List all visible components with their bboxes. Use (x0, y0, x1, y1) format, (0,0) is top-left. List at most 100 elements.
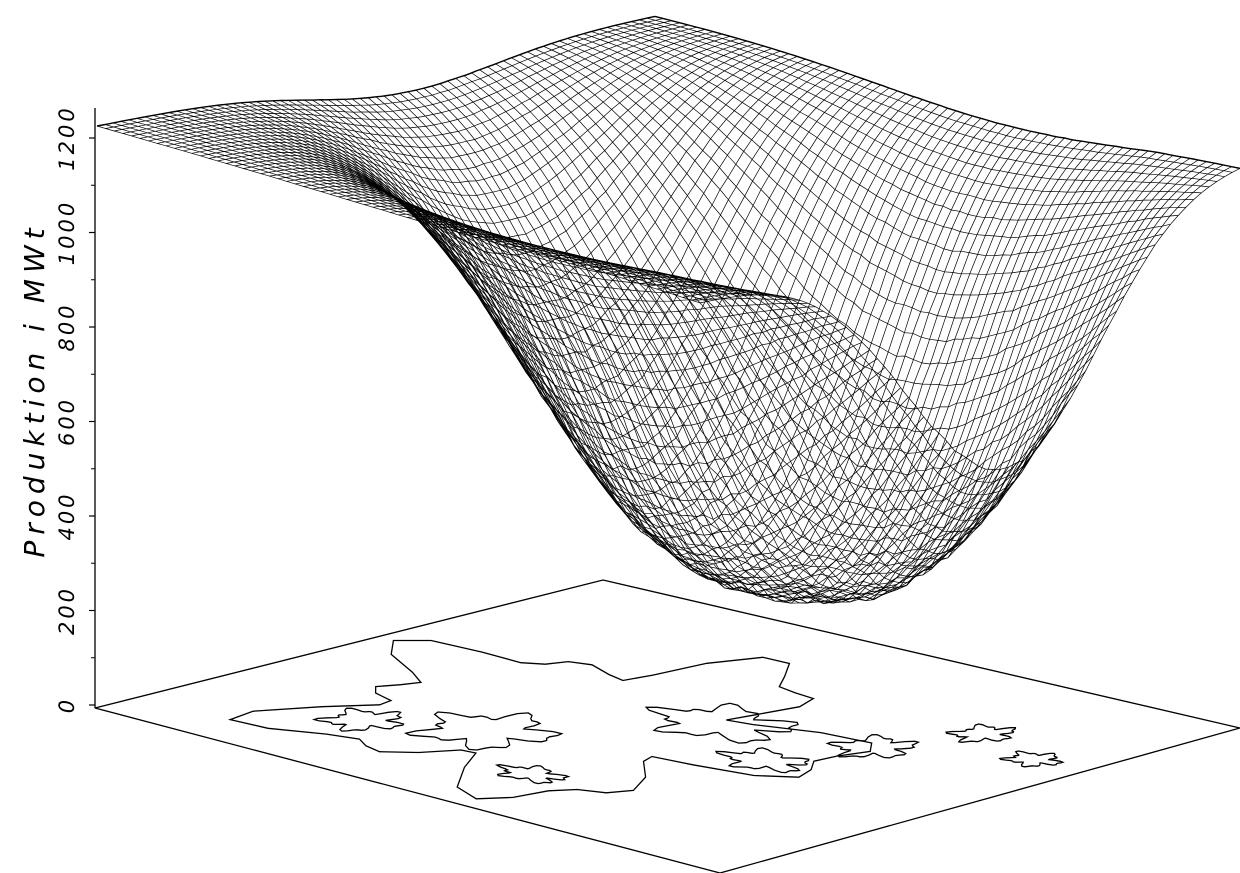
mesh-line-v (493, 132, 1040, 599)
mesh-line-v (148, 29, 706, 148)
mesh-line-v (432, 118, 982, 580)
base-contours (227, 639, 1065, 800)
mesh-line-u (495, 63, 1086, 493)
mesh-line-v (501, 134, 1049, 602)
base-contour-lake (403, 711, 564, 751)
mesh-line-v (553, 143, 1099, 603)
mesh-line-u (471, 72, 1063, 542)
z-tick-label: 800 (55, 302, 79, 351)
mesh-line-u (343, 99, 940, 578)
base-contour-island (644, 702, 799, 744)
base-contour-island (714, 747, 810, 774)
z-tick-label: 200 (55, 586, 79, 635)
mesh-line-u (543, 45, 1133, 365)
mesh-line-v (691, 166, 1232, 483)
mesh-line-u (623, 23, 1210, 188)
mesh-line-u (575, 35, 1163, 275)
mesh-line-v (381, 102, 932, 539)
mesh-line-u (615, 25, 1202, 194)
base-contour-island (494, 764, 571, 785)
base-contour-island (998, 750, 1065, 768)
mesh-line-v (682, 164, 1224, 496)
surface-edge-right (654, 15, 1240, 170)
mesh-line-u (519, 54, 1110, 433)
mesh-line-u (487, 66, 1079, 513)
mesh-line-v (665, 161, 1207, 521)
mesh-line-u (583, 33, 1171, 257)
mesh-line-u (439, 83, 1033, 586)
mesh-line-v (467, 127, 1015, 594)
mesh-line-u (351, 98, 948, 586)
mesh-line-v (570, 145, 1115, 601)
base-contour-island (945, 723, 1017, 743)
mesh-line-v (587, 148, 1132, 591)
mesh-line-v (527, 139, 1074, 605)
mesh-line-v (648, 158, 1191, 542)
mesh-line-v (363, 96, 915, 519)
mesh-line-u (463, 75, 1056, 556)
mesh-line-v (656, 159, 1199, 532)
mesh-line-u (631, 21, 1217, 182)
mesh-line-v (157, 31, 714, 159)
mesh-line-u (591, 31, 1179, 239)
mesh-line-v (475, 129, 1023, 595)
mesh-line-u (455, 78, 1048, 567)
mesh-line-v (699, 168, 1240, 470)
mesh-line-u (407, 91, 1002, 603)
mesh-line-v (140, 26, 697, 139)
mesh-line-v (613, 152, 1157, 577)
mesh-line-v (329, 84, 881, 471)
z-tick-label: 400 (55, 491, 79, 540)
base-contour-main (227, 639, 873, 800)
mesh-line-u (551, 43, 1140, 342)
mesh-line-v (458, 124, 1007, 592)
z-tick-label: 600 (55, 397, 79, 446)
z-axis-ticks: 0 200 400 600 800 1000 1200 (55, 105, 95, 713)
z-tick-label: 1200 (55, 105, 79, 170)
surface-outline (96, 15, 1240, 170)
mesh-line-v (252, 58, 806, 322)
mesh-line-u (639, 19, 1225, 178)
z-tick-label: 1000 (55, 200, 79, 265)
mesh-line-v (536, 140, 1082, 603)
base-contour-island (825, 733, 921, 759)
mesh-line-u (535, 48, 1125, 387)
mesh-line-v (519, 137, 1065, 604)
mesh-line-v (441, 120, 990, 584)
mesh-line-v (269, 64, 823, 357)
surface-mesh (96, 16, 1240, 605)
mesh-line-u (144, 116, 747, 296)
mesh-line-v (596, 149, 1140, 588)
mesh-line-u (646, 17, 1233, 173)
mesh-line-v (234, 53, 789, 288)
mesh-line-u (503, 60, 1094, 476)
z-tick-label: 0 (55, 697, 79, 713)
mesh-line-u (391, 94, 986, 604)
surface-edge-back (96, 15, 656, 127)
mesh-line-v (544, 142, 1090, 604)
y-axis-label: Produktion i MWt (18, 222, 51, 557)
mesh-line-v (562, 144, 1107, 603)
mesh-line-v (96, 16, 656, 127)
mesh-line-u (567, 38, 1156, 296)
mesh-line-u (607, 27, 1194, 206)
mesh-line-u (431, 85, 1025, 593)
mesh-line-v (579, 147, 1124, 596)
mesh-line-u (559, 40, 1148, 319)
mesh-line-u (383, 95, 978, 604)
base-plane (94, 579, 1240, 873)
mesh-line-v (639, 156, 1182, 554)
mesh-line-u (312, 99, 909, 536)
mesh-line-u (511, 57, 1102, 454)
mesh-line-v (450, 122, 998, 586)
mesh-line-v (605, 150, 1149, 583)
mesh-line-v (622, 153, 1166, 568)
base-contour-island (311, 707, 405, 732)
mesh-line-u (479, 69, 1071, 529)
mesh-line-u (527, 51, 1117, 410)
mesh-line-u (599, 29, 1187, 221)
mesh-line-v (398, 107, 948, 556)
mesh-line-u (399, 93, 994, 605)
mesh-line-v (484, 130, 1032, 597)
